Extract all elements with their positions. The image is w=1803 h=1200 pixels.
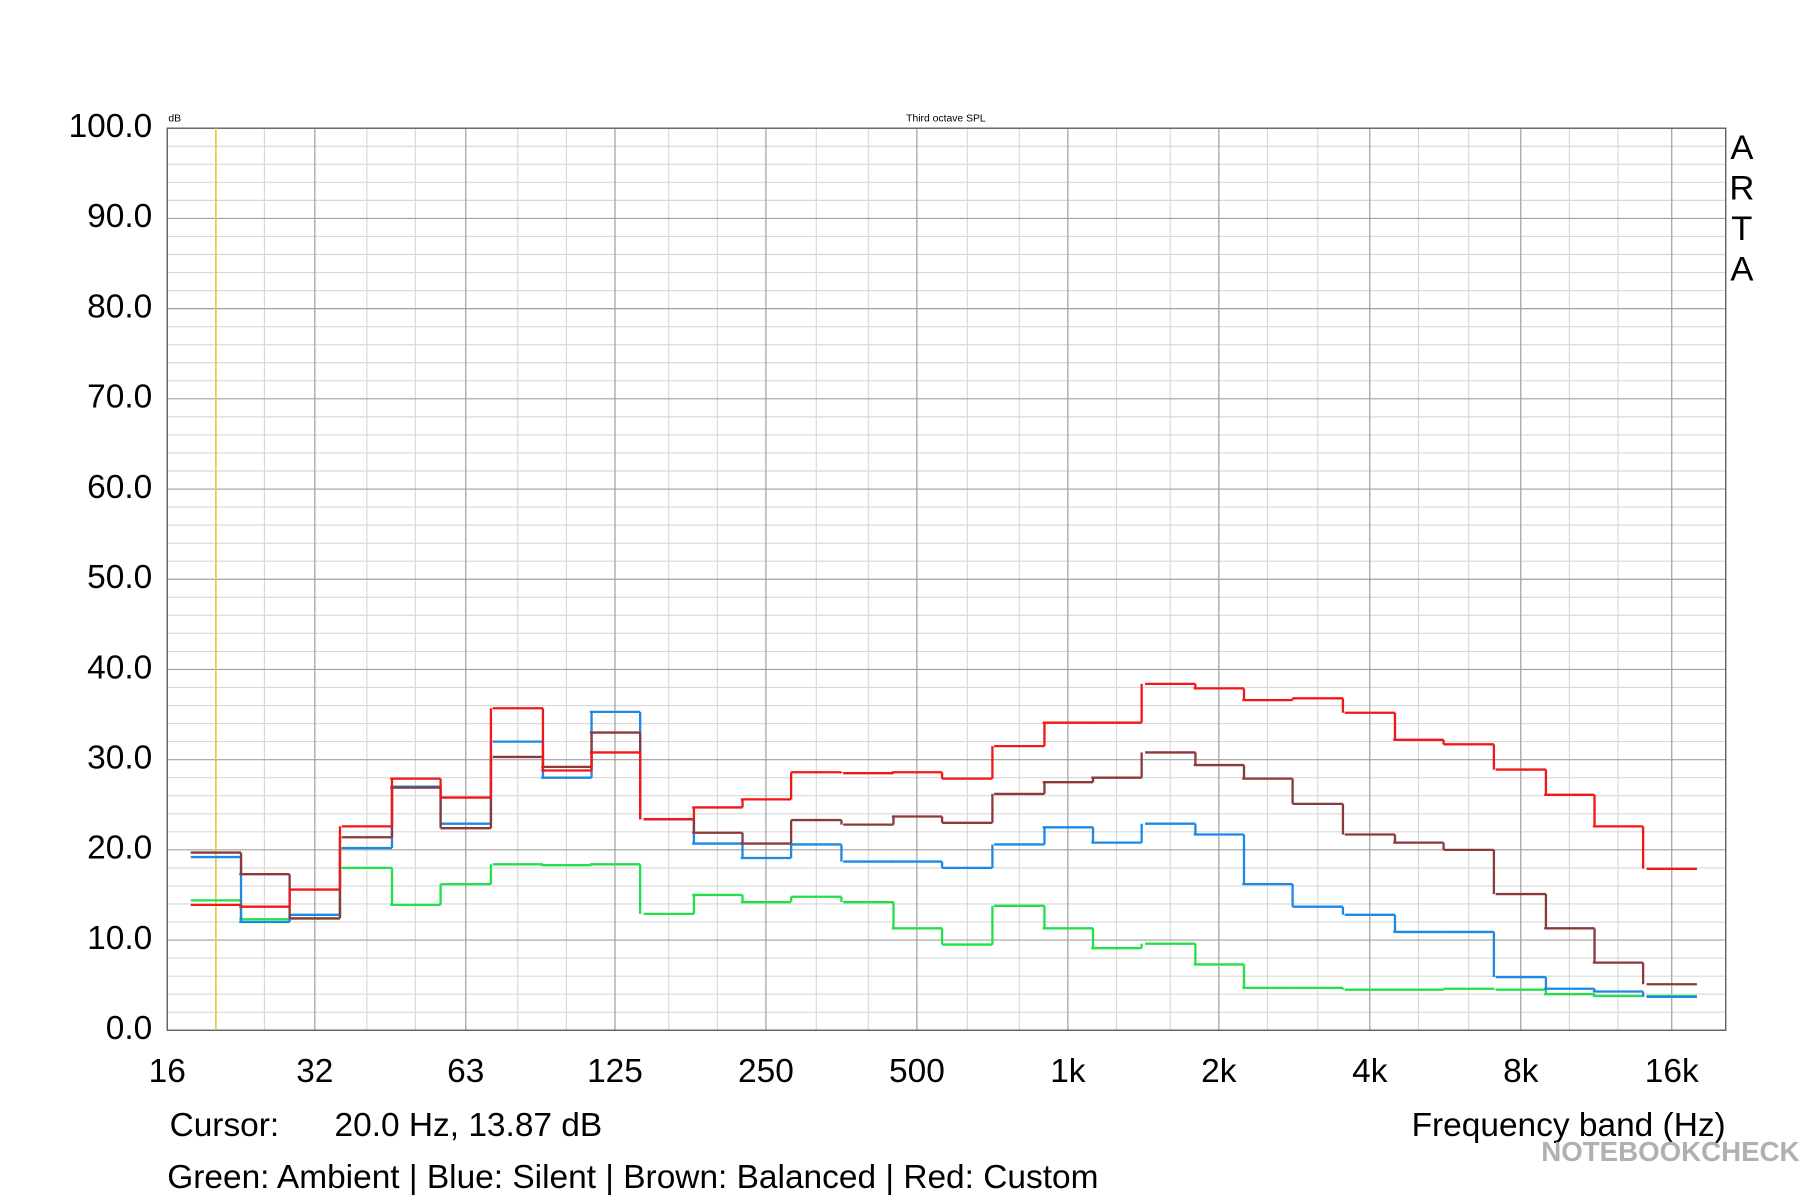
plot-frame — [166, 127, 1727, 1031]
brand-letter: T — [1731, 210, 1752, 248]
step-riser — [239, 732, 1645, 985]
y-tick-label: 10.0 — [87, 920, 152, 957]
brand-letter: A — [1730, 129, 1753, 167]
x-tick-label: 500 — [889, 1053, 945, 1090]
cursor-text: 20.0 Hz, 13.87 dB — [335, 1107, 603, 1144]
x-axis-label: Frequency band (Hz) — [1412, 1107, 1726, 1144]
brand-letter: A — [1730, 250, 1753, 288]
y-tick-label: 50.0 — [87, 559, 152, 596]
x-tick-label: 63 — [447, 1053, 484, 1090]
x-tick-label: 125 — [587, 1053, 643, 1090]
x-tick-label: 4k — [1352, 1053, 1388, 1090]
x-tick-label: 16 — [149, 1053, 186, 1090]
x-tick-label: 250 — [738, 1053, 794, 1090]
cursor-label: Cursor: — [170, 1107, 280, 1144]
y-unit: dB — [168, 114, 181, 125]
x-tick-label: 32 — [296, 1053, 333, 1090]
y-tick-label: 100.0 — [69, 108, 153, 145]
step-riser — [239, 711, 1645, 997]
x-tick-label: 16k — [1645, 1053, 1699, 1090]
chart-title: Third octave SPL — [906, 114, 986, 125]
watermark: NOTEBOOKCHECK — [1541, 1136, 1799, 1167]
caption: Green: Ambient | Blue: Silent | Brown: B… — [167, 1159, 1098, 1196]
x-tick-label: 8k — [1503, 1053, 1539, 1090]
y-tick-label: 40.0 — [87, 649, 152, 686]
y-tick-label: 70.0 — [87, 379, 152, 416]
y-tick-label: 80.0 — [87, 288, 152, 325]
y-tick-label: 0.0 — [106, 1010, 152, 1047]
y-tick-label: 30.0 — [87, 739, 152, 776]
y-tick-label: 90.0 — [87, 198, 152, 235]
y-tick-label: 20.0 — [87, 830, 152, 867]
brand-letter: R — [1729, 170, 1754, 208]
step-riser — [239, 683, 1645, 907]
y-tick-label: 60.0 — [87, 469, 152, 506]
x-tick-label: 2k — [1201, 1053, 1237, 1090]
x-tick-label: 1k — [1050, 1053, 1086, 1090]
